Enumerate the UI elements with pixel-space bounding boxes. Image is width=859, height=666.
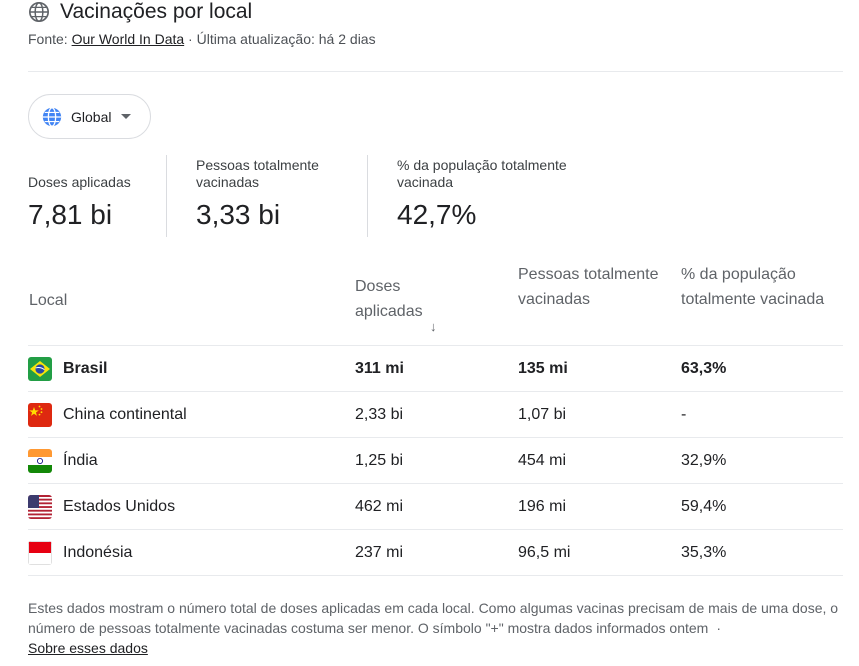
- globe-icon: [42, 106, 62, 127]
- stat-people: Pessoas totalmente vacinadas 3,33 bi: [167, 155, 367, 237]
- cell-people: 135 mi: [518, 359, 568, 377]
- cell-doses: 2,33 bi: [355, 405, 404, 423]
- title-row: Vacinações por local: [28, 0, 252, 24]
- cell-doses: 462 mi: [355, 497, 404, 515]
- table-row[interactable]: China continental 2,33 bi 1,07 bi -: [28, 392, 843, 438]
- cell-location: Indonésia: [28, 540, 355, 565]
- cell-people: 1,07 bi: [518, 405, 567, 423]
- table-row[interactable]: Brasil 311 mi 135 mi 63,3%: [28, 346, 843, 392]
- cell-percent: 63,3%: [681, 359, 727, 377]
- source-link[interactable]: Our World In Data: [71, 31, 185, 47]
- divider: [28, 71, 843, 72]
- table-header: Local Doses aplicadas ↓ Pessoas totalmen…: [28, 255, 843, 346]
- cell-location: Brasil: [28, 356, 355, 381]
- cell-percent: -: [681, 405, 687, 423]
- column-header-location[interactable]: Local: [29, 292, 68, 309]
- stat-label: % da população totalmente vacinada: [397, 157, 567, 190]
- cell-doses: 1,25 bi: [355, 451, 404, 469]
- india-flag-icon: [28, 448, 52, 473]
- header: Vacinações por local: [28, 0, 252, 24]
- brazil-flag-icon: [28, 356, 52, 381]
- column-header-people[interactable]: Pessoas totalmente vacinadas: [518, 266, 659, 308]
- cell-percent: 59,4%: [681, 497, 727, 515]
- vaccination-table: Local Doses aplicadas ↓ Pessoas totalmen…: [28, 255, 843, 576]
- usa-flag-icon: [28, 494, 52, 519]
- cell-doses: 311 mi: [355, 359, 404, 377]
- source-prefix: Fonte:: [28, 31, 68, 47]
- stat-value: 3,33 bi: [196, 199, 281, 230]
- stat-value: 42,7%: [397, 199, 477, 230]
- table-row[interactable]: Índia 1,25 bi 454 mi 32,9%: [28, 438, 843, 484]
- stats-summary: Doses aplicadas 7,81 bi Pessoas totalmen…: [28, 155, 618, 237]
- cell-people: 196 mi: [518, 497, 567, 515]
- cell-people: 96,5 mi: [518, 543, 571, 561]
- stat-doses: Doses aplicadas 7,81 bi: [28, 155, 166, 237]
- source-line: Fonte: Our World In Data · Última atuali…: [28, 31, 376, 47]
- china-flag-icon: [28, 402, 52, 427]
- cell-location: Índia: [28, 448, 355, 473]
- footnote: Estes dados mostram o número total de do…: [28, 598, 848, 658]
- footnote-separator: ·: [716, 620, 722, 636]
- cell-people: 454 mi: [518, 451, 567, 469]
- sort-down-icon: ↓: [430, 319, 437, 334]
- stat-separator: [367, 155, 368, 237]
- table-row[interactable]: Estados Unidos 462 mi 196 mi 59,4%: [28, 484, 843, 530]
- indonesia-flag-icon: [28, 540, 52, 565]
- cell-location: China continental: [28, 402, 355, 427]
- table-row[interactable]: Indonésia 237 mi 96,5 mi 35,3%: [28, 530, 843, 576]
- stat-value: 7,81 bi: [28, 199, 113, 230]
- stat-label: Pessoas totalmente vacinadas: [196, 157, 319, 190]
- stat-separator: [166, 155, 167, 237]
- footnote-text: Estes dados mostram o número total de do…: [28, 600, 839, 636]
- about-data-link[interactable]: Sobre esses dados: [28, 640, 148, 656]
- cell-location: Estados Unidos: [28, 494, 355, 519]
- column-header-percent[interactable]: % da população totalmente vacinada: [681, 266, 825, 308]
- page-title: Vacinações por local: [60, 0, 253, 23]
- region-label: Global: [71, 108, 112, 125]
- dropdown-caret-icon: [121, 114, 132, 119]
- stat-percent: % da população totalmente vacinada 42,7%: [368, 155, 618, 237]
- cell-percent: 32,9%: [681, 451, 727, 469]
- stat-label: Doses aplicadas: [28, 174, 131, 190]
- column-header-doses[interactable]: Doses aplicadas ↓: [355, 255, 518, 345]
- last-updated: · Última atualização: há 2 dias: [188, 31, 376, 47]
- globe-icon: [29, 2, 49, 22]
- cell-doses: 237 mi: [355, 543, 404, 561]
- cell-percent: 35,3%: [681, 543, 727, 561]
- region-selector-button[interactable]: Global: [28, 94, 151, 139]
